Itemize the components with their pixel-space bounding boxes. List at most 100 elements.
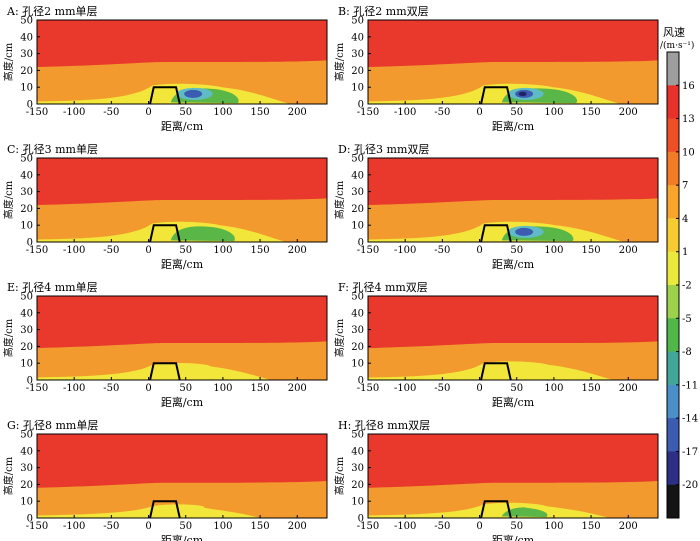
x-tick-label: -100	[394, 245, 416, 256]
colorbar-unit: /(m·s⁻¹)	[660, 40, 694, 51]
x-tick-label: 0	[476, 107, 482, 118]
zone-yellow	[37, 363, 272, 380]
x-axis-label: 距离/cm	[161, 119, 204, 133]
y-tick-label: 40	[351, 446, 364, 457]
colorbar-tick-label: -8	[682, 347, 692, 358]
zone-blue	[515, 227, 534, 236]
zone-yellow	[37, 504, 261, 518]
y-tick-label: 50	[20, 430, 33, 441]
contour-fill	[37, 20, 327, 104]
y-tick-label: 40	[20, 446, 33, 457]
y-tick-label: 0	[358, 376, 364, 387]
colorbar-segment	[667, 351, 679, 386]
colorbar-tick-label: 4	[682, 214, 688, 225]
colorbar-tick-label: -20	[682, 480, 698, 491]
colorbar-segment	[667, 418, 679, 452]
barrier-structure	[149, 362, 181, 381]
plot-frame	[36, 295, 328, 381]
y-tick-label: 10	[351, 359, 364, 370]
x-tick-label: 0	[476, 521, 482, 532]
zone-orange	[368, 341, 658, 380]
y-tick-label: 10	[351, 497, 364, 508]
contour-fill	[368, 434, 658, 518]
contour-fill	[37, 296, 327, 380]
y-tick-label: 40	[351, 170, 364, 181]
y-tick-label: 10	[351, 83, 364, 94]
y-tick-label: 20	[20, 480, 33, 491]
colorbar-segment	[667, 85, 679, 120]
zone-dark	[518, 91, 527, 97]
x-tick-label: -150	[357, 107, 379, 118]
y-tick-label: 20	[20, 342, 33, 353]
colorbar-segment	[667, 451, 679, 486]
barrier-structure	[149, 500, 181, 519]
x-tick-label: -50	[434, 521, 450, 532]
x-tick-label: 150	[582, 107, 601, 118]
colorbar-tick-label: -11	[682, 380, 698, 391]
x-tick-label: 200	[619, 245, 638, 256]
zone-orange	[37, 60, 327, 104]
y-tick-label: 0	[27, 376, 33, 387]
x-tick-label: 150	[251, 383, 270, 394]
x-tick-label: 100	[213, 107, 232, 118]
barrier-structure	[480, 224, 512, 243]
x-tick-label: -150	[26, 383, 48, 394]
x-tick-label: -150	[357, 383, 379, 394]
x-tick-label: 50	[179, 245, 192, 256]
y-tick-label: 0	[27, 100, 33, 111]
x-tick-label: 50	[510, 383, 523, 394]
y-tick-label: 50	[20, 154, 33, 165]
y-tick-label: 50	[20, 16, 33, 27]
y-tick-label: 0	[27, 238, 33, 249]
y-tick-label: 50	[351, 16, 364, 27]
y-tick-label: 10	[20, 359, 33, 370]
panel-title: G: 孔径8 mm单层	[7, 419, 98, 432]
panel-title: A: 孔径2 mm单层	[6, 5, 98, 18]
zone-orange	[37, 341, 327, 380]
y-axis-label: 高度/cm	[2, 180, 15, 219]
x-tick-label: 50	[179, 383, 192, 394]
x-axis-label: 距离/cm	[161, 533, 204, 541]
y-tick-label: 30	[351, 463, 364, 474]
x-tick-label: -50	[434, 245, 450, 256]
contour-fill	[368, 158, 658, 242]
barrier-structure	[480, 500, 512, 519]
x-tick-label: 200	[619, 383, 638, 394]
x-tick-label: 200	[288, 245, 307, 256]
x-tick-label: -150	[26, 521, 48, 532]
y-tick-label: 30	[351, 325, 364, 336]
x-tick-label: -50	[103, 383, 119, 394]
zone-orange	[368, 481, 658, 518]
y-tick-label: 10	[351, 221, 364, 232]
x-tick-label: 0	[145, 521, 151, 532]
x-tick-label: -100	[63, 521, 85, 532]
colorbar-tick-label: -2	[682, 281, 692, 292]
y-tick-label: 0	[358, 100, 364, 111]
x-tick-label: 150	[582, 383, 601, 394]
x-tick-label: 100	[213, 521, 232, 532]
y-tick-label: 40	[20, 32, 33, 43]
colorbar-tick-label: 13	[682, 114, 695, 125]
x-axis-label: 距离/cm	[492, 119, 535, 133]
x-tick-label: -100	[63, 383, 85, 394]
plot-frame	[36, 19, 328, 105]
colorbar-tick-label: -5	[682, 314, 692, 325]
y-tick-label: 30	[20, 187, 33, 198]
y-tick-label: 40	[351, 32, 364, 43]
barrier-structure	[480, 362, 512, 381]
y-tick-label: 40	[20, 170, 33, 181]
x-tick-label: 100	[213, 383, 232, 394]
panel-title: F: 孔径4 mm双层	[338, 281, 428, 294]
plot-frame	[367, 295, 659, 381]
y-tick-label: 20	[20, 66, 33, 77]
y-tick-label: 0	[27, 514, 33, 525]
x-tick-label: 150	[251, 521, 270, 532]
x-tick-label: 50	[510, 521, 523, 532]
y-tick-label: 10	[20, 497, 33, 508]
x-tick-label: 200	[288, 521, 307, 532]
x-tick-label: 150	[582, 245, 601, 256]
x-axis-label: 距离/cm	[161, 257, 204, 271]
